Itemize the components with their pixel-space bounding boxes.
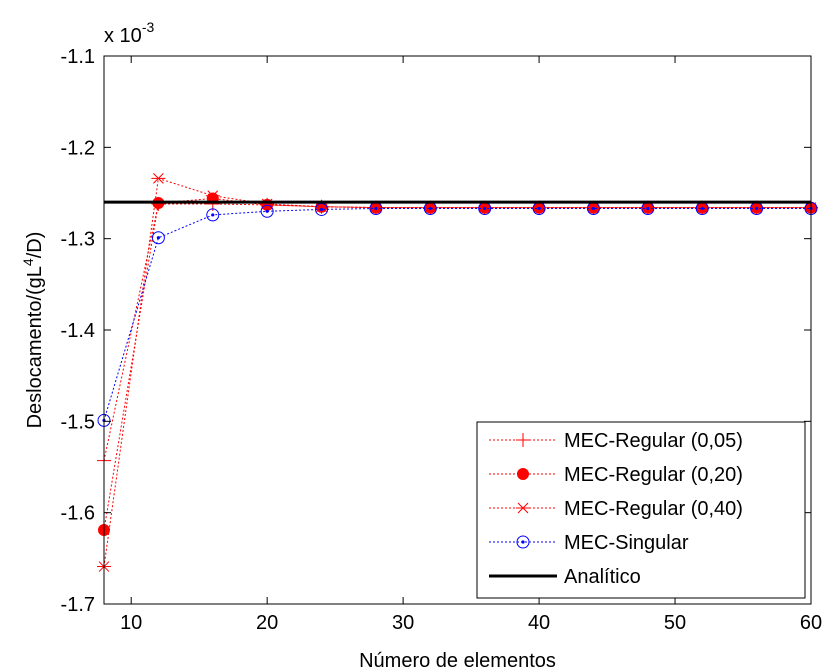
legend-label-4: Analítico	[564, 566, 641, 588]
y-tick-label-0: -1.7	[61, 594, 95, 616]
y-axis-label-end: /D)	[24, 232, 46, 259]
series-3-point-12-center	[755, 206, 759, 211]
series-3-point-1-ring	[151, 231, 165, 245]
x-axis-label: Número de elementos	[359, 650, 556, 672]
legend: MEC-Regular (0,05) MEC-Regular (0,20) MEC-…	[476, 421, 806, 599]
series-3-point-1	[151, 231, 165, 245]
series-3-point-7-center	[483, 206, 487, 211]
y-tick-label-5: -1.2	[61, 137, 95, 159]
series-2-point-2-d2	[207, 190, 219, 202]
y-tick-label-3: -1.4	[61, 320, 95, 342]
x-tick-label-3: 40	[528, 612, 550, 634]
series-2-point-1	[151, 173, 166, 184]
y-tick-label-2: -1.5	[61, 411, 95, 433]
series-layer	[97, 173, 818, 572]
legend-label-0: MEC-Regular (0,05)	[564, 430, 743, 452]
legend-marker-0	[516, 433, 530, 447]
series-3-point-6-center	[428, 206, 432, 211]
series-3-point-11-center	[700, 206, 704, 211]
legend-marker-2-d2	[517, 502, 529, 514]
y-exponent-label: x 10-3	[104, 19, 154, 47]
y-axis-label-main: Deslocamento/(gL	[24, 266, 46, 428]
x-tick-label-0: 10	[120, 612, 142, 634]
series-3-point-9-center	[591, 206, 596, 211]
legend-marker-3-center	[521, 540, 525, 544]
y-axis-label-superscript: 4	[20, 258, 36, 266]
legend-label-1: MEC-Regular (0,20)	[564, 464, 743, 486]
series-line-0	[103, 203, 811, 461]
series-2-point-2	[205, 190, 220, 202]
y-axis-label: Deslocamento/(gL4/D)	[20, 232, 46, 429]
legend-box	[476, 421, 806, 599]
x-tick-label-1: 20	[256, 612, 278, 634]
x-tick-label-2: 30	[392, 612, 414, 634]
y-tick-label-1: -1.6	[61, 503, 95, 525]
legend-marker-1-dot	[517, 468, 529, 480]
series-3-point-8-center	[537, 206, 541, 211]
series-3-point-3	[260, 204, 274, 218]
series-3-point-1-center	[156, 236, 160, 240]
legend-marker-1	[517, 468, 529, 480]
series-3-point-4-center	[319, 207, 324, 212]
series-3-point-2-center	[211, 213, 215, 217]
y-exponent-base: x 10	[104, 25, 142, 47]
series-3-point-5-center	[374, 206, 378, 211]
ticks-layer: 10 20 30 40 50 60 -1.7 -1.6 -1.5 -1.4 -1.3 -1.2 -1.1	[61, 46, 823, 634]
series-3-point-3-ring	[260, 204, 274, 218]
y-tick-label-6: -1.1	[61, 46, 95, 68]
series-3-point-3-center	[265, 209, 269, 213]
series-3-point-2-ring	[206, 208, 220, 222]
legend-label-2: MEC-Regular (0,40)	[564, 498, 743, 520]
legend-marker-3	[516, 535, 530, 549]
legend-marker-3-ring	[516, 535, 530, 549]
y-exponent-power: -3	[142, 19, 155, 35]
series-3-point-2	[206, 208, 220, 222]
y-tick-label-4: -1.3	[61, 229, 95, 251]
x-tick-label-4: 50	[664, 612, 686, 634]
series-2-point-1-d2	[153, 173, 164, 184]
series-3-point-10-center	[646, 206, 650, 211]
legend-marker-2	[516, 502, 530, 514]
legend-label-3: MEC-Singular	[564, 532, 689, 554]
x-tick-label-5: 60	[800, 612, 822, 634]
